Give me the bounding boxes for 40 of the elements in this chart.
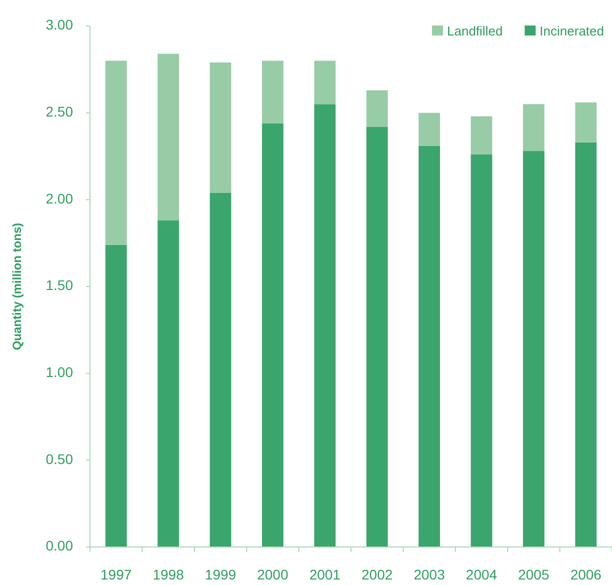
bar	[158, 54, 179, 221]
y-axis-title: Quantity (million tons)	[10, 222, 24, 350]
y-tick-label: 2.50	[46, 104, 74, 120]
bar	[314, 104, 336, 547]
x-tick-label: 2001	[309, 566, 341, 583]
bar	[158, 220, 179, 547]
legend-label: Landfilled	[447, 23, 503, 38]
y-tick-label: 1.50	[46, 277, 74, 294]
bar	[523, 151, 544, 547]
y-tick-label: 2.00	[46, 190, 74, 206]
bar	[210, 192, 232, 547]
x-tick-label: 1999	[204, 566, 236, 583]
bar	[523, 104, 544, 152]
bar	[366, 90, 388, 127]
x-tick-label: 2004	[466, 566, 498, 583]
x-tick-label: 1997	[100, 566, 132, 583]
bar	[210, 62, 232, 193]
bar	[470, 116, 492, 155]
bar	[105, 244, 127, 547]
y-tick-label: 0.00	[46, 538, 74, 554]
x-tick-label: 2002	[362, 566, 393, 583]
bar	[418, 146, 440, 547]
x-tick-label: 2000	[257, 566, 288, 583]
x-tick-label: 2006	[570, 566, 602, 583]
x-tick-label: 2003	[414, 566, 446, 583]
bar	[262, 60, 284, 124]
bar	[575, 102, 597, 142]
x-tick-label: 1998	[152, 566, 184, 583]
bar	[262, 123, 284, 547]
bar	[470, 154, 492, 547]
bar	[314, 60, 336, 104]
bar	[105, 60, 127, 245]
x-tick-label: 2005	[518, 566, 550, 583]
y-tick-label: 1.00	[46, 364, 74, 380]
y-tick-label: 0.50	[46, 450, 74, 467]
bar	[418, 112, 440, 146]
bar	[366, 126, 388, 547]
legend-label: Incinerated	[540, 23, 604, 38]
bar	[575, 142, 597, 547]
y-tick-label: 3.00	[46, 16, 74, 33]
